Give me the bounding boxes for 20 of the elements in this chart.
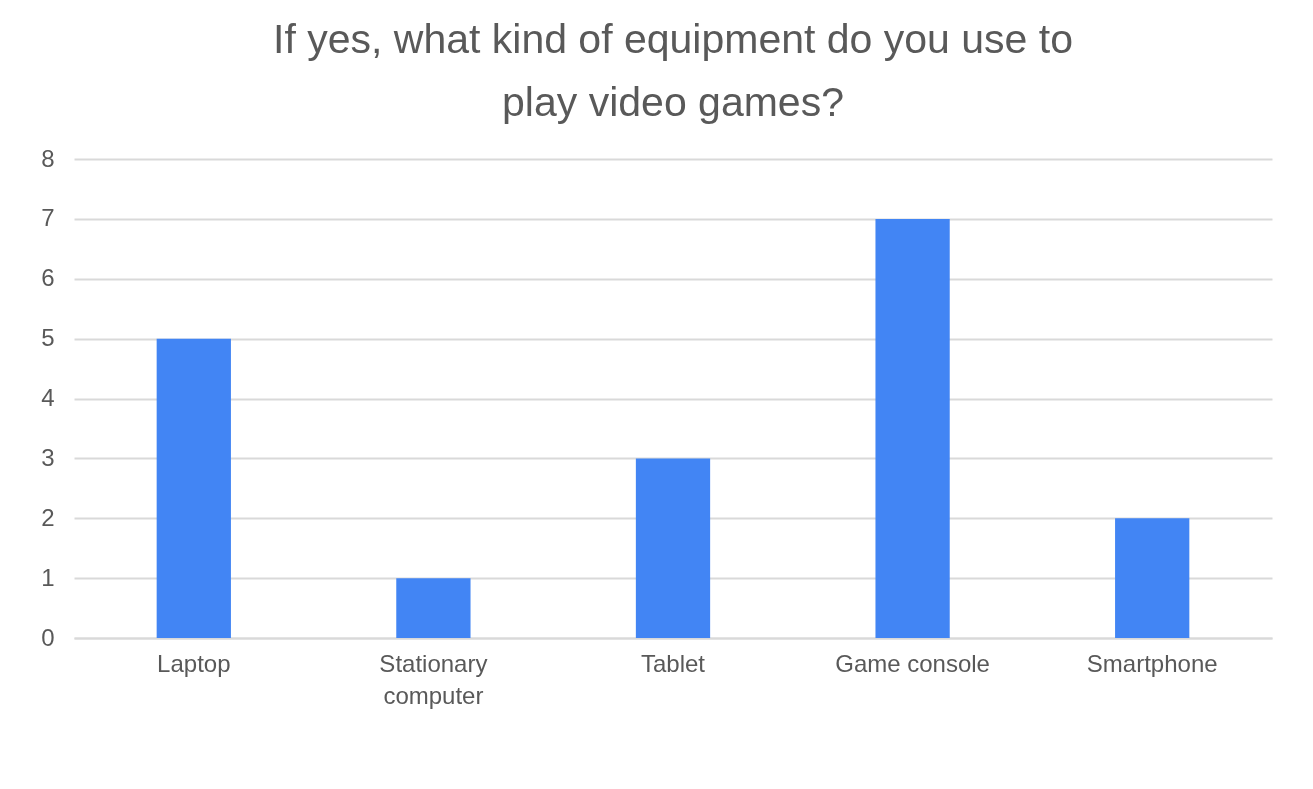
y-tick-label: 1 — [41, 563, 55, 591]
x-tick-label: Laptop — [157, 649, 231, 677]
x-tick-label: Stationary computer — [379, 649, 488, 709]
y-tick-label: 3 — [41, 443, 55, 471]
x-tick-label: Smartphone — [1086, 649, 1218, 677]
y-tick-label: 0 — [41, 623, 55, 651]
y-tick-label: 7 — [41, 204, 55, 232]
bar — [156, 338, 231, 638]
y-tick-label: 5 — [41, 324, 55, 352]
x-tick-label: Game console — [835, 649, 990, 677]
bar — [396, 578, 471, 638]
chart-title: If yes, what kind of equipment do you use to play video games? — [273, 16, 1073, 125]
y-tick-label: 4 — [41, 384, 55, 411]
y-tick-label: 2 — [41, 503, 55, 531]
bar — [875, 218, 950, 638]
y-tick-label: 6 — [41, 264, 55, 292]
x-tick-label: Tablet — [640, 649, 706, 677]
y-tick-label: 8 — [41, 144, 55, 172]
bar — [1115, 518, 1190, 638]
bar — [635, 458, 711, 638]
